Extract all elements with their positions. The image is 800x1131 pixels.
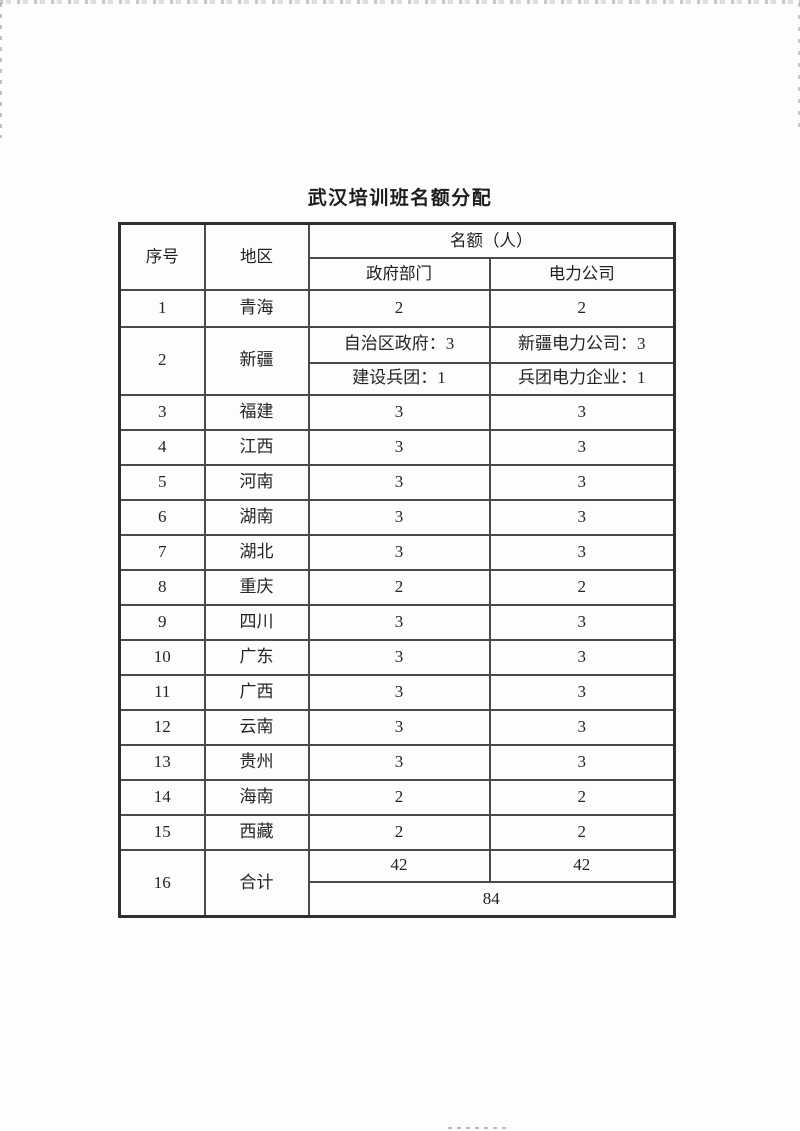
cell-region: 湖南 bbox=[203, 498, 310, 536]
cell-gov-quota: 3 bbox=[307, 638, 491, 676]
cell-gov-quota: 42 bbox=[307, 848, 491, 883]
cell-serial: 10 bbox=[118, 638, 206, 676]
cell-region: 青海 bbox=[203, 288, 310, 328]
cell-power-quota: 2 bbox=[488, 813, 676, 851]
cell-region: 云南 bbox=[203, 708, 310, 746]
cell-power-quota: 3 bbox=[488, 638, 676, 676]
cell-gov-quota: 2 bbox=[307, 778, 491, 816]
cell-gov-quota: 2 bbox=[307, 568, 491, 606]
cell-serial: 2 bbox=[118, 325, 206, 396]
cell-region: 福建 bbox=[203, 393, 310, 431]
cell-region: 广西 bbox=[203, 673, 310, 711]
cell-serial: 9 bbox=[118, 603, 206, 641]
header-power: 电力公司 bbox=[488, 256, 676, 291]
cell-power-quota: 2 bbox=[488, 778, 676, 816]
cell-region: 广东 bbox=[203, 638, 310, 676]
cell-region: 重庆 bbox=[203, 568, 310, 606]
table-subrow-grand-total: 84 bbox=[120, 880, 676, 918]
table-row: 13 贵州 3 3 bbox=[118, 743, 676, 781]
cell-power-quota: 新疆电力公司：3 bbox=[488, 325, 676, 364]
scan-artifact-left-edge bbox=[0, 3, 2, 138]
header-gov: 政府部门 bbox=[307, 256, 491, 291]
scan-artifact-bottom-speck bbox=[448, 1127, 510, 1129]
table-subrow: 建设兵团：1 兵团电力企业：1 bbox=[120, 361, 676, 396]
table-row: 14 海南 2 2 bbox=[118, 778, 676, 816]
cell-serial: 6 bbox=[118, 498, 206, 536]
header-serial: 序号 bbox=[118, 222, 206, 291]
cell-grand-total: 84 bbox=[307, 880, 676, 918]
cell-power-quota: 2 bbox=[488, 288, 676, 328]
table-row: 12 云南 3 3 bbox=[118, 708, 676, 746]
table-row: 8 重庆 2 2 bbox=[118, 568, 676, 606]
cell-gov-quota: 3 bbox=[307, 498, 491, 536]
cell-serial: 14 bbox=[118, 778, 206, 816]
cell-power-quota: 3 bbox=[488, 428, 676, 466]
cell-gov-quota: 3 bbox=[307, 428, 491, 466]
quota-table: 序号 地区 名额（人） 政府部门 电力公司 1 青海 2 2 2 新疆 自治区政… bbox=[118, 222, 676, 918]
cell-gov-quota: 3 bbox=[307, 743, 491, 781]
cell-power-quota: 3 bbox=[488, 673, 676, 711]
table-row-total: 16 合计 42 42 bbox=[118, 848, 676, 918]
cell-gov-quota: 2 bbox=[307, 288, 491, 328]
cell-gov-quota: 3 bbox=[307, 463, 491, 501]
cell-gov-quota: 自治区政府：3 bbox=[307, 325, 491, 364]
table-row: 6 湖南 3 3 bbox=[118, 498, 676, 536]
cell-region: 西藏 bbox=[203, 813, 310, 851]
cell-power-quota: 3 bbox=[488, 463, 676, 501]
page-title: 武汉培训班名额分配 bbox=[307, 188, 493, 209]
cell-serial: 11 bbox=[118, 673, 206, 711]
cell-power-quota: 3 bbox=[488, 498, 676, 536]
cell-serial: 8 bbox=[118, 568, 206, 606]
cell-power-quota: 兵团电力企业：1 bbox=[488, 361, 676, 396]
table-row: 9 四川 3 3 bbox=[118, 603, 676, 641]
cell-power-quota: 3 bbox=[488, 603, 676, 641]
cell-region: 合计 bbox=[203, 848, 310, 918]
cell-gov-quota: 3 bbox=[307, 603, 491, 641]
header-row-2: 政府部门 电力公司 bbox=[120, 256, 676, 291]
cell-serial: 12 bbox=[118, 708, 206, 746]
cell-serial: 7 bbox=[118, 533, 206, 571]
cell-region: 新疆 bbox=[203, 325, 310, 396]
cell-power-quota: 3 bbox=[488, 743, 676, 781]
header-row-1: 序号 地区 名额（人） bbox=[118, 222, 676, 291]
cell-serial: 15 bbox=[118, 813, 206, 851]
table-row: 7 湖北 3 3 bbox=[118, 533, 676, 571]
table-row: 10 广东 3 3 bbox=[118, 638, 676, 676]
cell-region: 贵州 bbox=[203, 743, 310, 781]
header-quota-group: 名额（人） bbox=[307, 222, 676, 259]
cell-region: 四川 bbox=[203, 603, 310, 641]
table-row: 11 广西 3 3 bbox=[118, 673, 676, 711]
table-row: 4 江西 3 3 bbox=[118, 428, 676, 466]
cell-gov-quota: 建设兵团：1 bbox=[307, 361, 491, 396]
cell-gov-quota: 3 bbox=[307, 393, 491, 431]
cell-serial: 1 bbox=[118, 288, 206, 328]
cell-region: 海南 bbox=[203, 778, 310, 816]
cell-serial: 4 bbox=[118, 428, 206, 466]
table-row: 15 西藏 2 2 bbox=[118, 813, 676, 851]
cell-power-quota: 42 bbox=[488, 848, 676, 883]
scan-artifact-right-edge bbox=[798, 3, 800, 128]
cell-gov-quota: 3 bbox=[307, 673, 491, 711]
table-row: 5 河南 3 3 bbox=[118, 463, 676, 501]
cell-region: 河南 bbox=[203, 463, 310, 501]
cell-gov-quota: 2 bbox=[307, 813, 491, 851]
cell-gov-quota: 3 bbox=[307, 533, 491, 571]
scan-artifact-top-edge bbox=[0, 0, 800, 4]
cell-serial: 3 bbox=[118, 393, 206, 431]
header-region: 地区 bbox=[203, 222, 310, 291]
cell-region: 湖北 bbox=[203, 533, 310, 571]
cell-region: 江西 bbox=[203, 428, 310, 466]
cell-power-quota: 2 bbox=[488, 568, 676, 606]
table-row: 3 福建 3 3 bbox=[118, 393, 676, 431]
cell-serial: 16 bbox=[118, 848, 206, 918]
cell-serial: 5 bbox=[118, 463, 206, 501]
cell-power-quota: 3 bbox=[488, 533, 676, 571]
cell-serial: 13 bbox=[118, 743, 206, 781]
cell-gov-quota: 3 bbox=[307, 708, 491, 746]
cell-power-quota: 3 bbox=[488, 708, 676, 746]
table-row: 1 青海 2 2 bbox=[118, 288, 676, 328]
table-row: 2 新疆 自治区政府：3 新疆电力公司：3 bbox=[118, 325, 676, 396]
cell-power-quota: 3 bbox=[488, 393, 676, 431]
